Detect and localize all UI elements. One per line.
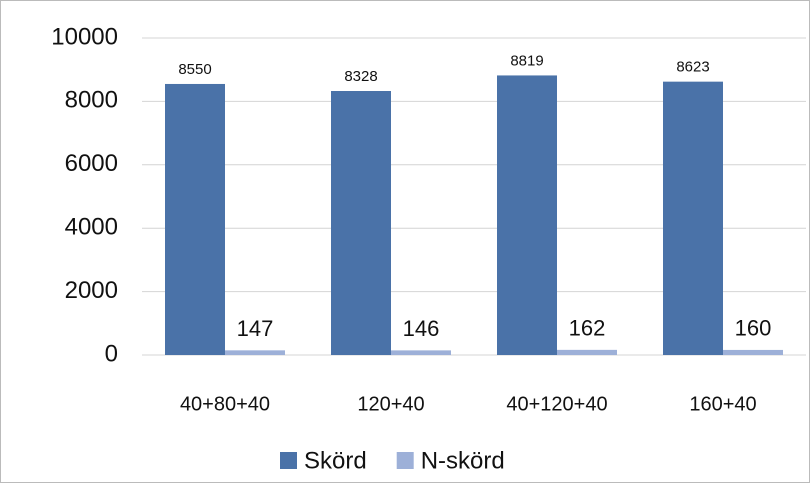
legend-label: N-skörd: [421, 447, 505, 474]
data-label: 8819: [510, 52, 543, 69]
bar: [391, 350, 451, 355]
bar: [723, 349, 783, 355]
data-label: 8328: [344, 68, 377, 85]
y-tick-label: 8000: [65, 87, 118, 114]
data-label: 162: [569, 316, 606, 341]
bar: [225, 350, 285, 355]
legend-label: Skörd: [304, 447, 367, 474]
legend-swatch: [396, 452, 414, 469]
y-tick-label: 2000: [65, 277, 118, 304]
data-label: 146: [403, 316, 440, 341]
y-tick-label: 10000: [51, 23, 118, 50]
data-label: 8550: [178, 61, 211, 78]
x-tick-label: 160+40: [689, 393, 756, 415]
y-tick-label: 4000: [65, 214, 118, 241]
bar: [497, 75, 557, 356]
y-tick-label: 6000: [65, 150, 118, 177]
data-label: 147: [237, 316, 274, 341]
data-label: 8623: [676, 59, 709, 76]
legend-swatch: [280, 452, 297, 469]
y-tick-label: 0: [105, 340, 118, 367]
x-tick-label: 40+120+40: [506, 393, 607, 415]
x-tick-label: 120+40: [357, 393, 424, 415]
x-tick-label: 40+80+40: [180, 393, 270, 415]
bar: [557, 349, 617, 355]
bar: [331, 91, 391, 355]
bar: [165, 83, 225, 355]
bar: [663, 81, 723, 355]
data-label: 160: [735, 316, 772, 341]
